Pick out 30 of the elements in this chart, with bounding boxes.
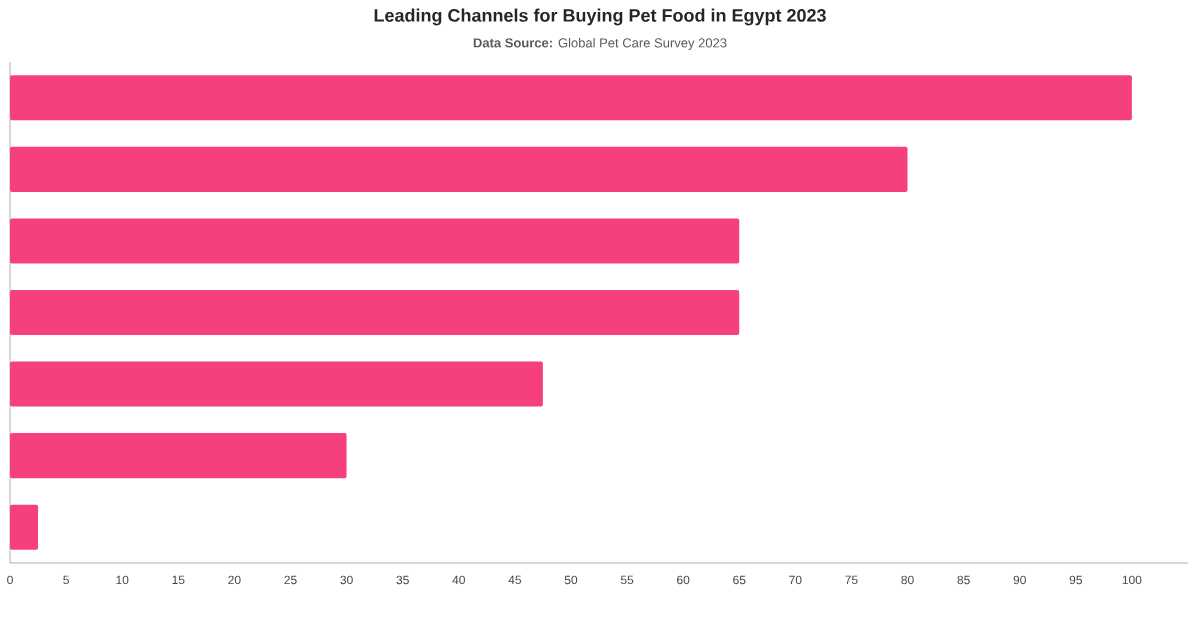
x-tick-label: 85 — [957, 575, 970, 585]
x-tick-label: 75 — [845, 575, 858, 585]
x-tick-label: 60 — [677, 575, 690, 585]
x-tick-label: 95 — [1069, 575, 1082, 585]
x-tick-label: 25 — [284, 575, 297, 585]
x-tick-label: 35 — [396, 575, 409, 585]
x-tick-label: 80 — [901, 575, 914, 585]
x-tick-label: 5 — [63, 575, 69, 585]
x-tick-label: 55 — [620, 575, 634, 585]
bar — [10, 433, 347, 479]
bar — [10, 361, 543, 407]
x-tick-label: 40 — [452, 575, 465, 585]
chart-subtitle: Data Source: Global Pet Care Survey 2023 — [473, 37, 727, 51]
bar — [10, 289, 740, 336]
bar — [10, 146, 908, 192]
bar — [10, 75, 1132, 121]
x-tick-label: 65 — [733, 575, 746, 585]
bar — [10, 504, 39, 550]
x-tick-label: 70 — [789, 575, 802, 585]
x-tick-label: 0 — [7, 575, 13, 585]
bar — [10, 218, 740, 264]
x-tick-label: 45 — [508, 575, 522, 585]
chart-title: Leading Channels for Buying Pet Food in Egypt 2023 — [374, 8, 826, 26]
x-tick-label: 90 — [1013, 575, 1026, 585]
x-tick-label: 50 — [564, 575, 578, 585]
x-tick-label: 10 — [116, 575, 129, 585]
x-tick-label: 15 — [172, 575, 185, 585]
x-tick-label: 30 — [340, 575, 353, 585]
x-tick-label: 100 — [1122, 575, 1142, 585]
x-tick-label: 20 — [228, 575, 241, 585]
